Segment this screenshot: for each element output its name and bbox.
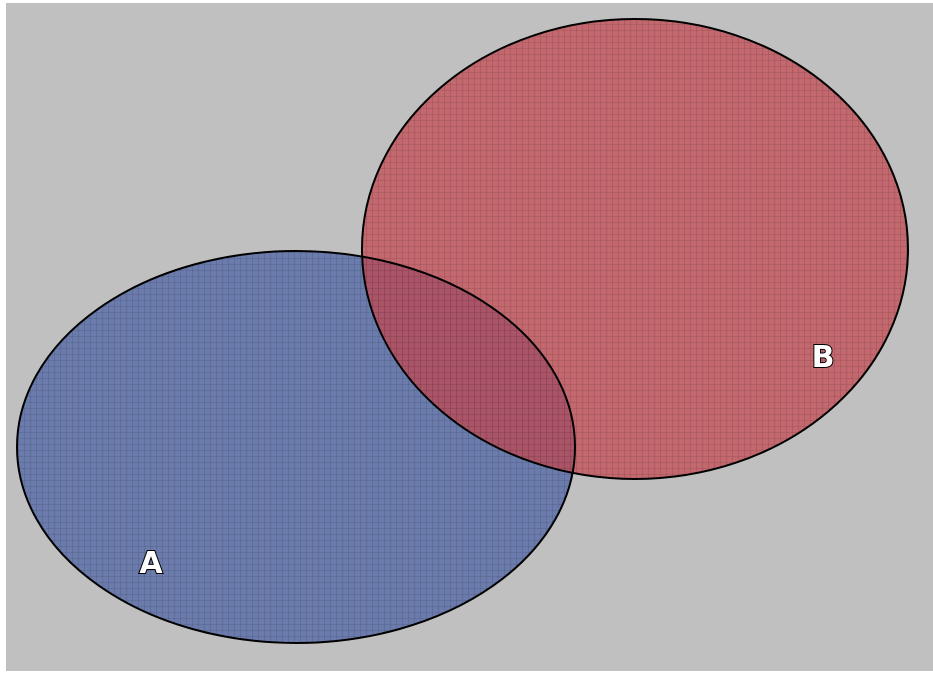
set-a-outline <box>16 250 576 644</box>
set-b-region <box>362 19 908 479</box>
set-b-outline <box>361 18 909 480</box>
set-a-label: A <box>139 546 163 581</box>
set-b-label: B <box>812 340 835 375</box>
